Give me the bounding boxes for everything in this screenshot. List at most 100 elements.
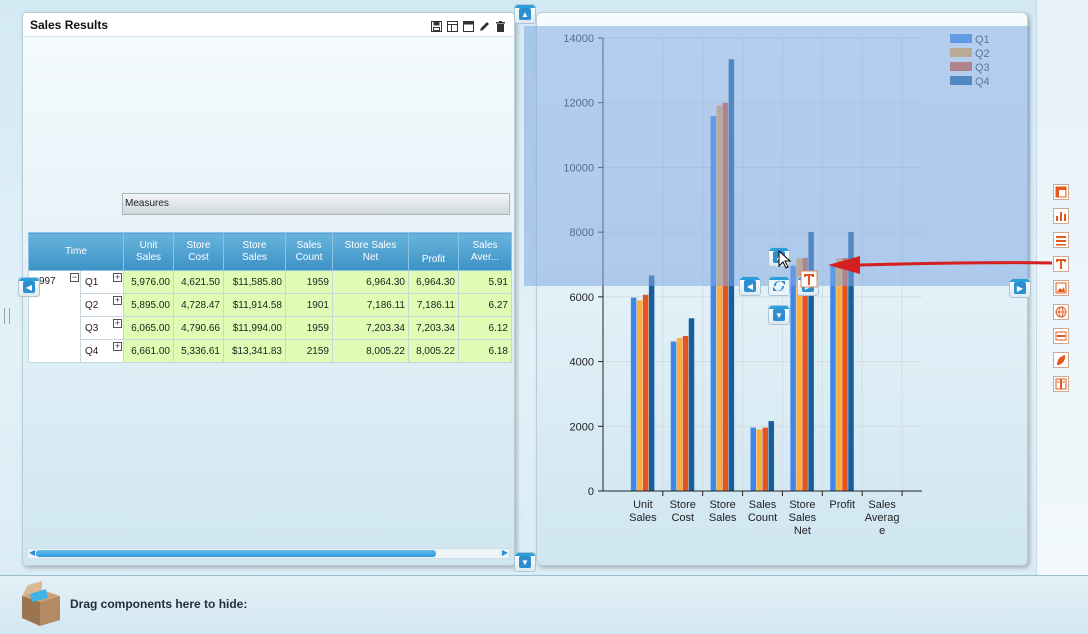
- data-cell: 4,728.47: [173, 293, 224, 317]
- dragged-text-component-icon: [800, 270, 818, 288]
- data-cell: 6.12: [458, 316, 512, 340]
- palette-html-icon[interactable]: [1053, 328, 1069, 344]
- center-dock-left-button[interactable]: ◀: [739, 276, 761, 296]
- quarter-cell: Q2 +: [80, 293, 124, 317]
- column-header-unit-sales[interactable]: Unit Sales: [123, 232, 174, 271]
- dock-right-button[interactable]: ▶: [1009, 278, 1031, 298]
- column-header-time[interactable]: Time: [28, 232, 124, 271]
- data-cell: $11,585.80: [223, 270, 286, 294]
- dock-bottom-button[interactable]: ▼: [514, 552, 536, 572]
- expand-icon[interactable]: +: [113, 295, 122, 305]
- quarter-cell: Q4 +: [80, 339, 124, 363]
- arrow-left-icon: ◀: [23, 281, 35, 293]
- pivot-grid: Time Unit Sales Store Cost Store Sales S…: [28, 232, 512, 363]
- expand-icon[interactable]: +: [113, 341, 122, 351]
- palette-report-icon[interactable]: [1053, 376, 1069, 392]
- scroll-left-arrow-icon[interactable]: ◀: [29, 548, 36, 557]
- column-header-store-cost[interactable]: Store Cost: [173, 232, 224, 271]
- table-row: 997− Q1 +5,976.00 4,621.50 $11,585.80 1959 6,9…: [28, 270, 512, 363]
- drag-direction-arrow: [828, 256, 1053, 274]
- column-header-sales-average[interactable]: Sales Aver...: [458, 232, 512, 271]
- column-header-store-sales[interactable]: Store Sales: [223, 232, 286, 271]
- expand-icon[interactable]: +: [113, 318, 122, 328]
- hide-area-label: Drag components here to hide:: [70, 597, 248, 611]
- year-cell: 997 −: [28, 270, 81, 363]
- column-header-profit[interactable]: Profit: [408, 232, 459, 271]
- center-dock-down-button[interactable]: ▼: [768, 305, 790, 325]
- data-cell: 5.91: [458, 270, 512, 294]
- arrow-up-icon: ▲: [519, 8, 531, 20]
- data-cell: 7,186.11: [332, 293, 409, 317]
- data-cell: 6,661.00: [123, 339, 174, 363]
- save-icon[interactable]: [430, 20, 442, 32]
- data-cell: 7,203.34: [332, 316, 409, 340]
- expand-icon[interactable]: +: [113, 272, 122, 282]
- scroll-right-arrow-icon[interactable]: ▶: [501, 548, 508, 557]
- palette-web-icon[interactable]: [1053, 304, 1069, 320]
- data-cell: 5,336.61: [173, 339, 224, 363]
- mouse-cursor-icon: [778, 250, 792, 269]
- dock-top-button[interactable]: ▲: [514, 4, 536, 24]
- hide-drop-area[interactable]: Drag components here to hide:: [0, 575, 1088, 634]
- panel-header[interactable]: Sales Results: [23, 13, 514, 37]
- data-cell: 7,203.34: [408, 316, 459, 340]
- palette-text-icon[interactable]: [1053, 256, 1069, 272]
- palette-filter-icon[interactable]: [1053, 232, 1069, 248]
- panel-toolbar: [430, 20, 506, 32]
- data-cell: 8,005.22: [332, 339, 409, 363]
- quarter-cell: Q1 +: [80, 270, 124, 294]
- palette-image-icon[interactable]: [1053, 280, 1069, 296]
- horizontal-scrollbar[interactable]: ◀ ▶: [27, 548, 510, 559]
- data-cell: 5,976.00: [123, 270, 174, 294]
- edit-pencil-icon[interactable]: [478, 20, 490, 32]
- data-cell: 6,065.00: [123, 316, 174, 340]
- data-cell: 6,964.30: [332, 270, 409, 294]
- splitter-grip[interactable]: [4, 308, 10, 324]
- data-cell: 8,005.22: [408, 339, 459, 363]
- data-cell: 6.27: [458, 293, 512, 317]
- arrow-left-icon: ◀: [744, 280, 756, 292]
- layout-icon[interactable]: [446, 20, 458, 32]
- data-cell: 2159: [285, 339, 333, 363]
- data-cell: 1959: [285, 316, 333, 340]
- scrollbar-thumb[interactable]: [36, 550, 436, 557]
- swap-arrows-icon: [773, 281, 785, 291]
- palette-chart-icon[interactable]: [1053, 208, 1069, 224]
- quarter-label: Q4: [85, 345, 99, 357]
- drop-zone-highlight: [524, 26, 1030, 286]
- quarter-label: Q3: [85, 322, 99, 334]
- grid-header-row: Time Unit Sales Store Cost Store Sales S…: [28, 232, 512, 271]
- year-label: 997: [39, 276, 56, 287]
- delete-trash-icon[interactable]: [494, 20, 506, 32]
- data-cell: 1901: [285, 293, 333, 317]
- column-header-store-sales-net[interactable]: Store Sales Net: [332, 232, 409, 271]
- data-cell: $11,914.58: [223, 293, 286, 317]
- data-cell: 6.18: [458, 339, 512, 363]
- quarter-cell: Q3 +: [80, 316, 124, 340]
- collapse-icon[interactable]: −: [70, 272, 79, 282]
- quarter-label: Q2: [85, 299, 99, 311]
- window-icon[interactable]: [462, 20, 474, 32]
- data-cell: 4,790.66: [173, 316, 224, 340]
- measures-header[interactable]: Measures: [122, 193, 510, 215]
- panel-title: Sales Results: [30, 18, 109, 32]
- data-cell: 5,895.00: [123, 293, 174, 317]
- arrow-right-icon: ▶: [1014, 282, 1026, 294]
- arrow-down-icon: ▼: [519, 556, 531, 568]
- table-row: Q2 +5,895.00 4,728.47 $11,914.58 1901 7,186.1…: [29, 293, 512, 317]
- dock-left-button[interactable]: ◀: [18, 277, 40, 297]
- data-cell: 4,621.50: [173, 270, 224, 294]
- palette-flash-icon[interactable]: [1053, 352, 1069, 368]
- palette-pivot-icon[interactable]: [1053, 184, 1069, 200]
- data-cell: $11,994.00: [223, 316, 286, 340]
- data-cell: 7,186.11: [408, 293, 459, 317]
- center-dock-swap-button[interactable]: [768, 276, 790, 296]
- data-cell: 1959: [285, 270, 333, 294]
- data-cell: $13,341.83: [223, 339, 286, 363]
- quarter-label: Q1: [85, 276, 99, 288]
- data-cell: 6,964.30: [408, 270, 459, 294]
- column-header-sales-count[interactable]: Sales Count: [285, 232, 333, 271]
- box-icon: [22, 581, 60, 626]
- arrow-down-icon: ▼: [773, 309, 785, 321]
- table-row: Q4 +6,661.00 5,336.61 $13,341.83 2159 8,005.2…: [29, 339, 512, 363]
